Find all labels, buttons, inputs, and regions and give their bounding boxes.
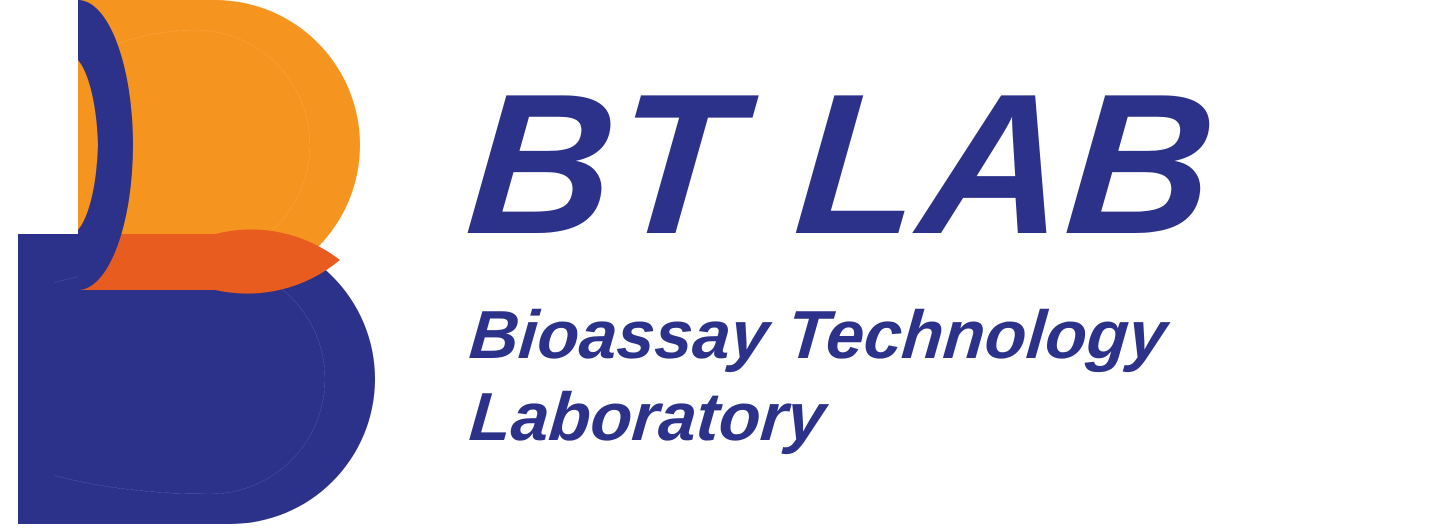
brand-main-title: BT LAB: [461, 65, 1224, 265]
logo-b-icon: [0, 0, 410, 524]
brand-sub-title-line1: Bioassay Technology: [466, 295, 1218, 377]
logo-text-block: BT LAB Bioassay Technology Laboratory: [470, 65, 1215, 458]
logo-container: BT LAB Bioassay Technology Laboratory: [0, 0, 1445, 524]
logo-mark: [0, 0, 410, 524]
brand-sub-title-line2: Laboratory: [466, 377, 1218, 459]
